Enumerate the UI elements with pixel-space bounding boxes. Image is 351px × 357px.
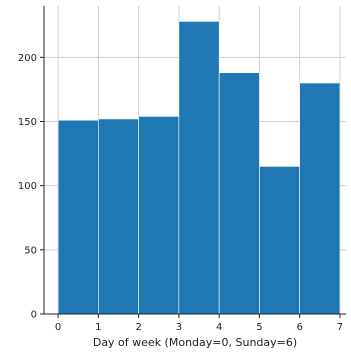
x-tick-label: 1 [95,322,101,333]
ticks-layer: 0 1 2 3 4 5 6 7 0 50 100 150 200 [18,53,343,333]
histogram-bar-6 [299,82,341,315]
y-tick-label: 200 [18,53,37,64]
histogram-bar-0 [57,119,99,315]
histogram-bar-3 [178,21,220,315]
y-tick-label: 100 [18,181,37,192]
x-tick-label: 6 [297,322,303,333]
y-tick-label: 150 [18,117,37,128]
histogram-bar-1 [98,118,139,315]
x-tick-label: 3 [176,322,182,333]
x-tick-label: 7 [337,322,343,333]
y-tick-label: 0 [31,310,37,321]
bars-layer [57,21,341,315]
histogram-bar-4 [218,72,260,315]
y-tick-label: 50 [24,245,37,256]
histogram-bar-5 [259,166,300,315]
histogram-bar-2 [138,116,180,315]
x-tick-label: 4 [216,322,222,333]
x-tick-label: 2 [135,322,141,333]
x-tick-label: 0 [55,322,61,333]
x-axis-label: Day of week (Monday=0, Sunday=6) [93,336,297,349]
x-tick-label: 5 [256,322,262,333]
